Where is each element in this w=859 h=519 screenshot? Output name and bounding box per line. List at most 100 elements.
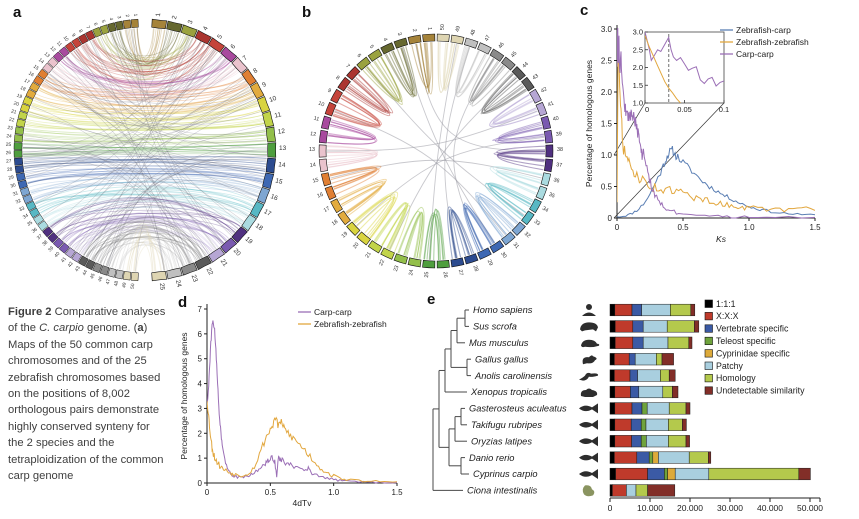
e-bar-row [609,336,693,349]
svg-text:16: 16 [27,71,35,79]
svg-text:3: 3 [396,32,403,37]
e-bars [609,303,811,497]
e-axis: 0 10.000 20.000 30.000 40.000 50.000 [608,497,823,513]
svg-text:34: 34 [22,213,30,221]
svg-text:25: 25 [424,272,430,278]
svg-text:22: 22 [8,117,15,124]
svg-text:44: 44 [81,269,89,277]
svg-text:13: 13 [309,147,315,153]
svg-text:19: 19 [341,231,349,239]
svg-text:2: 2 [124,14,130,18]
species-name: Cyprinus carpio [473,469,538,479]
svg-text:11: 11 [55,40,63,48]
svg-text:11: 11 [274,111,283,120]
svg-text:Percentage of homologous genes: Percentage of homologous genes [179,332,189,459]
svg-text:24: 24 [6,133,12,139]
svg-text:1: 1 [198,454,203,463]
svg-text:Percentage of homologous genes: Percentage of homologous genes [584,60,594,187]
phylogeny-stacked-bar-chart: Homo sapiens Sus scrofa Mus musculus Gallus… [432,299,823,513]
svg-text:28: 28 [7,166,14,173]
svg-text:20: 20 [13,100,20,108]
svg-text:12: 12 [310,131,317,138]
circos-a-links [22,28,268,272]
svg-text:35: 35 [548,192,556,200]
svg-text:7: 7 [344,63,350,69]
svg-text:0: 0 [615,223,620,232]
svg-text:43: 43 [532,73,540,81]
svg-text:25: 25 [6,142,12,148]
svg-text:6: 6 [198,330,203,339]
svg-text:41: 41 [60,256,68,264]
svg-text:0: 0 [608,503,613,513]
svg-text:20.000: 20.000 [677,503,703,513]
svg-text:19: 19 [244,236,254,246]
e-bar-row [609,418,687,431]
svg-text:29: 29 [8,174,15,181]
svg-text:42: 42 [67,261,75,269]
panel-label-b: b [302,4,312,21]
svg-text:17: 17 [263,208,273,218]
svg-text:27: 27 [457,269,464,276]
species-name: Anolis carolinensis [474,371,552,381]
svg-text:30: 30 [10,182,17,189]
c-legend: Zebrafish-carp Zebrafish-zebrafish Carp-ca… [720,25,809,59]
svg-text:14: 14 [309,162,316,169]
svg-text:34: 34 [541,206,549,214]
species-name: Mus musculus [469,338,529,348]
svg-text:20: 20 [352,242,360,250]
panel-label-a: a [13,4,22,21]
e-bar-row [609,353,674,366]
svg-text:2.5: 2.5 [633,45,643,54]
svg-text:15: 15 [32,64,40,72]
svg-text:50: 50 [440,24,446,30]
svg-text:1.0: 1.0 [743,223,755,232]
svg-text:6: 6 [230,43,238,51]
e-bar-row [609,435,690,448]
svg-text:21: 21 [219,258,229,268]
svg-text:Homology: Homology [716,373,756,383]
svg-text:49: 49 [121,282,128,288]
svg-text:2.0: 2.0 [633,63,643,72]
svg-text:32: 32 [523,231,531,239]
e-silhouettes [579,304,600,497]
c-series-carp-carp [617,28,815,219]
svg-text:40: 40 [53,251,61,259]
silhouette-frog-icon [580,388,598,397]
svg-text:0.5: 0.5 [265,488,277,497]
svg-text:1: 1 [132,13,138,16]
svg-text:0.05: 0.05 [677,105,692,114]
svg-text:33: 33 [18,205,26,213]
d-series-carp-carp [207,320,397,484]
svg-text:26: 26 [442,272,448,278]
svg-text:0.5: 0.5 [601,183,613,192]
svg-text:47: 47 [105,278,112,285]
svg-text:8: 8 [77,29,84,35]
silhouette-fish-icon [579,419,598,430]
svg-text:31: 31 [12,190,19,198]
svg-text:12: 12 [277,128,285,136]
svg-text:3: 3 [187,19,195,25]
silhouette-fish-icon [579,452,598,463]
svg-text:18: 18 [19,85,27,93]
silhouette-fish-icon [579,469,598,479]
panel-a-circos-carp-zebrafish: 1 2 3 4 5 6 7 8 9 10 11 12 13 14 15 16 17 18 19 20 21 22 23 24 2… [0,0,290,291]
svg-text:Teleost specific: Teleost specific [716,336,776,346]
svg-text:27: 27 [6,158,12,164]
svg-text:14: 14 [37,57,45,65]
svg-text:Vertebrate specific: Vertebrate specific [716,324,789,334]
d-axes: 0 1 2 3 4 5 6 7 0 0.5 1.0 1.5 4dTv Percentage of homo… [179,304,403,508]
svg-text:Patchy: Patchy [716,361,743,371]
svg-text:47: 47 [484,34,492,42]
svg-text:9: 9 [326,88,332,95]
svg-text:3.0: 3.0 [601,25,613,34]
silhouette-lizard-icon [579,372,599,381]
panel-b-circos-carp: 1 2 3 4 5 6 7 8 9 10 11 12 13 14 15 16 17 18 19 20 21 22 23 24 2… [290,0,580,290]
e-bar-row [609,402,691,415]
svg-text:7: 7 [242,54,250,62]
svg-text:4: 4 [202,25,210,32]
e-phylo-tree [432,309,471,491]
d-series [207,320,397,484]
circos-b-links [326,41,546,261]
